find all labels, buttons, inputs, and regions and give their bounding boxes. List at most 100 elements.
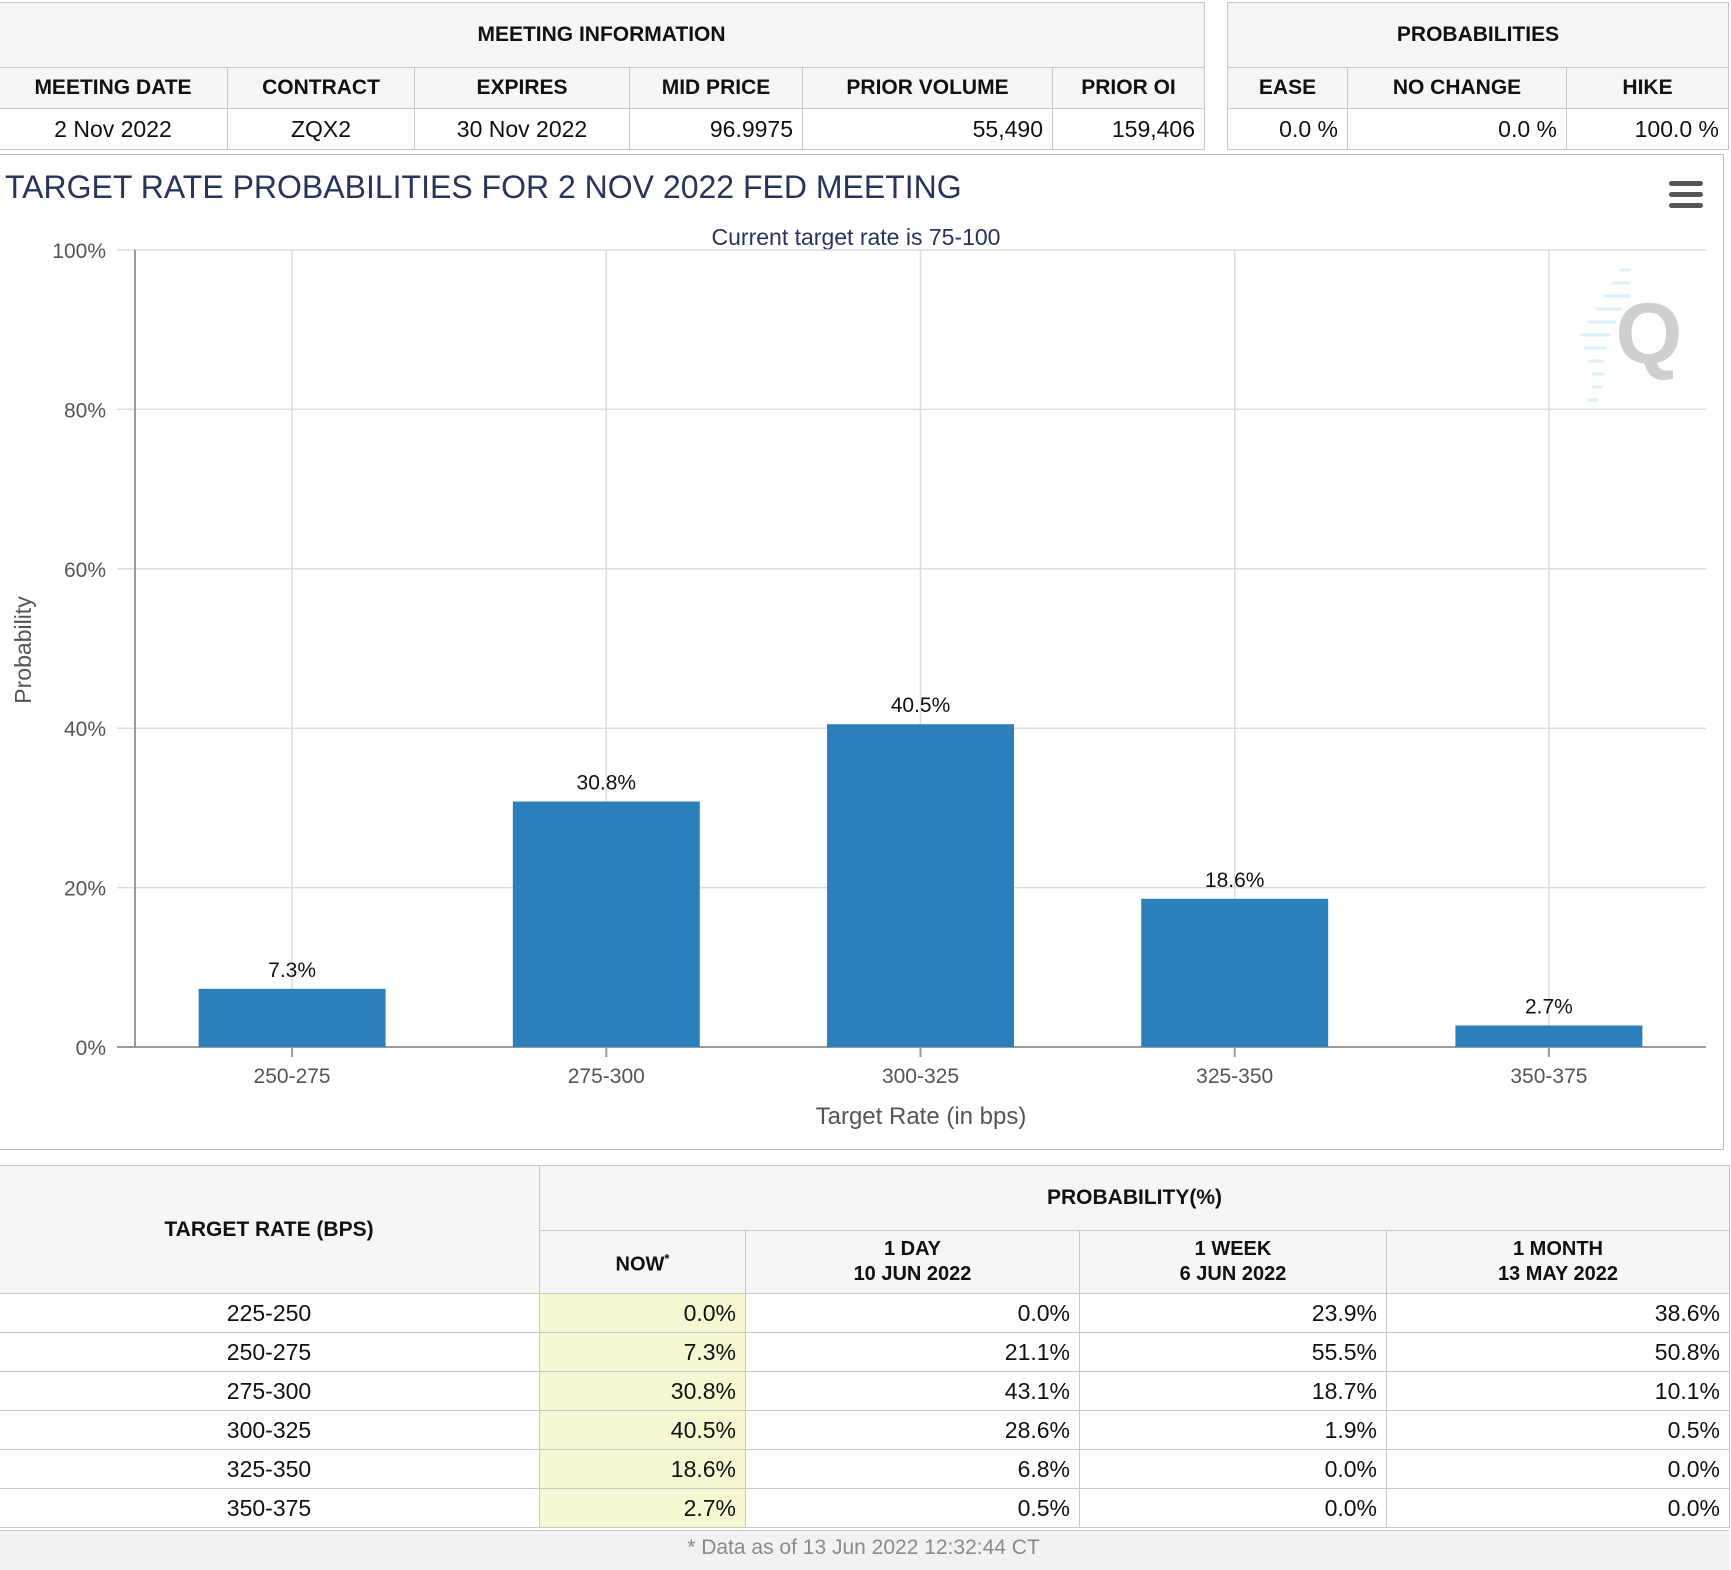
table-row: 275-300 30.8% 43.1% 18.7% 10.1% [0,1371,1730,1411]
y-tick-label: 0% [76,1037,106,1060]
no-change-header: NO CHANGE [1347,67,1567,109]
data-label: 7.3% [268,959,316,982]
target-rate-cell: 225-250 [0,1293,540,1333]
x-axis-label: Target Rate (in bps) [816,1103,1027,1130]
target-rate-cell: 350-375 [0,1488,540,1528]
one-day-cell: 43.1% [745,1371,1080,1411]
prior-oi-value: 159,406 [1052,108,1205,150]
data-label: 40.5% [891,694,951,717]
data-label: 30.8% [577,772,637,795]
target-rate-cell: 250-275 [0,1332,540,1372]
contract-value: ZQX2 [227,108,415,150]
chart-title: TARGET RATE PROBABILITIES FOR 2 NOV 2022… [5,169,962,205]
one-month-header-label: 1 MONTH [1513,1238,1603,1260]
table-row: 325-350 18.6% 6.8% 0.0% 0.0% [0,1449,1730,1489]
table-row: 250-275 7.3% 21.1% 55.5% 50.8% [0,1332,1730,1372]
one-week-cell: 23.9% [1079,1293,1387,1333]
one-week-cell: 1.9% [1079,1410,1387,1450]
probability-table: TARGET RATE (BPS) PROBABILITY(%) NOW* 1 … [0,1165,1730,1528]
table-row: 300-325 40.5% 28.6% 1.9% 0.5% [0,1410,1730,1450]
one-week-header-label: 1 WEEK [1194,1238,1272,1260]
one-day-cell: 6.8% [745,1449,1080,1489]
y-tick-label: 80% [64,399,106,422]
data-label: 18.6% [1205,869,1265,892]
prior-volume-header: PRIOR VOLUME [802,67,1053,109]
target-rate-cell: 325-350 [0,1449,540,1489]
x-tick-labels: 250-275 275-300 300-325 325-350 350-375 [254,1065,1588,1088]
expires-header: EXPIRES [414,67,630,109]
y-axis-label: Probability [10,596,36,704]
one-month-cell: 10.1% [1386,1371,1730,1411]
target-rate-cell: 300-325 [0,1410,540,1450]
meeting-date-value: 2 Nov 2022 [0,108,228,150]
bars [198,724,1643,1047]
now-header-asterisk: * [664,1251,670,1267]
one-month-cell: 38.6% [1386,1293,1730,1333]
one-week-cell: 18.7% [1079,1371,1387,1411]
bar-chart: TARGET RATE PROBABILITIES FOR 2 NOV 2022… [5,169,1706,1130]
cme-watermark-icon: Q [1579,268,1683,402]
x-tick-label: 350-375 [1510,1065,1587,1088]
y-tick-labels: 0% 20% 40% 60% 80% 100% [52,240,106,1060]
probabilities-table: PROBABILITIES EASE NO CHANGE HIKE 0.0 % … [1226,2,1730,150]
one-week-cell: 0.0% [1079,1449,1387,1489]
x-tick-label: 325-350 [1196,1065,1273,1088]
bar-300-325[interactable] [827,724,1014,1047]
now-header-label: NOW [615,1253,665,1276]
one-month-cell: 0.0% [1386,1449,1730,1489]
contract-header: CONTRACT [227,67,415,109]
one-day-cell: 28.6% [745,1410,1080,1450]
one-week-cell: 55.5% [1079,1332,1387,1372]
now-cell: 0.0% [539,1293,746,1333]
probability-group-header: PROBABILITY(%) [539,1165,1730,1231]
one-week-header-date: 6 JUN 2022 [1179,1263,1287,1285]
one-month-header: 1 MONTH 13 MAY 2022 [1386,1230,1730,1294]
y-tick-label: 20% [64,878,106,901]
mid-price-value: 96.9975 [629,108,803,150]
one-day-cell: 0.5% [745,1488,1080,1528]
prior-volume-value: 55,490 [802,108,1053,150]
one-month-cell: 50.8% [1386,1332,1730,1372]
x-tick-label: 275-300 [568,1065,645,1088]
bar-275-300[interactable] [512,801,700,1047]
watermark-letter: Q [1616,286,1683,382]
ease-value: 0.0 % [1227,108,1348,150]
y-tick-label: 60% [64,559,106,582]
target-rate-header: TARGET RATE (BPS) [0,1165,540,1294]
target-rate-cell: 275-300 [0,1371,540,1411]
hike-value: 100.0 % [1565,108,1730,150]
one-day-header: 1 DAY 10 JUN 2022 [745,1230,1080,1294]
expires-value: 30 Nov 2022 [414,108,630,150]
data-labels: 7.3% 30.8% 40.5% 18.6% 2.7% [268,694,1573,1018]
now-cell: 40.5% [539,1410,746,1450]
hike-header: HIKE [1565,67,1730,109]
table-row: 350-375 2.7% 0.5% 0.0% 0.0% [0,1488,1730,1528]
bar-350-375[interactable] [1455,1025,1643,1047]
prior-oi-header: PRIOR OI [1052,67,1205,109]
one-week-header: 1 WEEK 6 JUN 2022 [1079,1230,1387,1294]
chart-menu-icon[interactable] [1669,181,1703,209]
now-cell: 30.8% [539,1371,746,1411]
one-month-cell: 0.0% [1386,1488,1730,1528]
bar-325-350[interactable] [1141,898,1329,1047]
one-day-cell: 0.0% [745,1293,1080,1333]
bar-250-275[interactable] [198,988,386,1047]
probabilities-title: PROBABILITIES [1226,2,1730,68]
no-change-value: 0.0 % [1347,108,1567,150]
now-cell: 18.6% [539,1449,746,1489]
meeting-date-header: MEETING DATE [0,67,228,109]
chart-subtitle: Current target rate is 75-100 [712,224,1001,250]
meeting-info-table: MEETING INFORMATION MEETING DATE CONTRAC… [0,2,1205,150]
one-day-header-date: 10 JUN 2022 [853,1263,972,1285]
x-tick-label: 300-325 [882,1065,959,1088]
now-cell: 2.7% [539,1488,746,1528]
mid-price-header: MID PRICE [629,67,803,109]
data-label: 2.7% [1525,995,1573,1018]
chart-panel: TARGET RATE PROBABILITIES FOR 2 NOV 2022… [0,154,1724,1150]
now-header: NOW* [539,1230,746,1294]
meeting-info-title: MEETING INFORMATION [0,2,1205,68]
x-tick-label: 250-275 [254,1065,331,1088]
one-month-cell: 0.5% [1386,1410,1730,1450]
one-day-cell: 21.1% [745,1332,1080,1372]
table-row: 225-250 0.0% 0.0% 23.9% 38.6% [0,1293,1730,1333]
